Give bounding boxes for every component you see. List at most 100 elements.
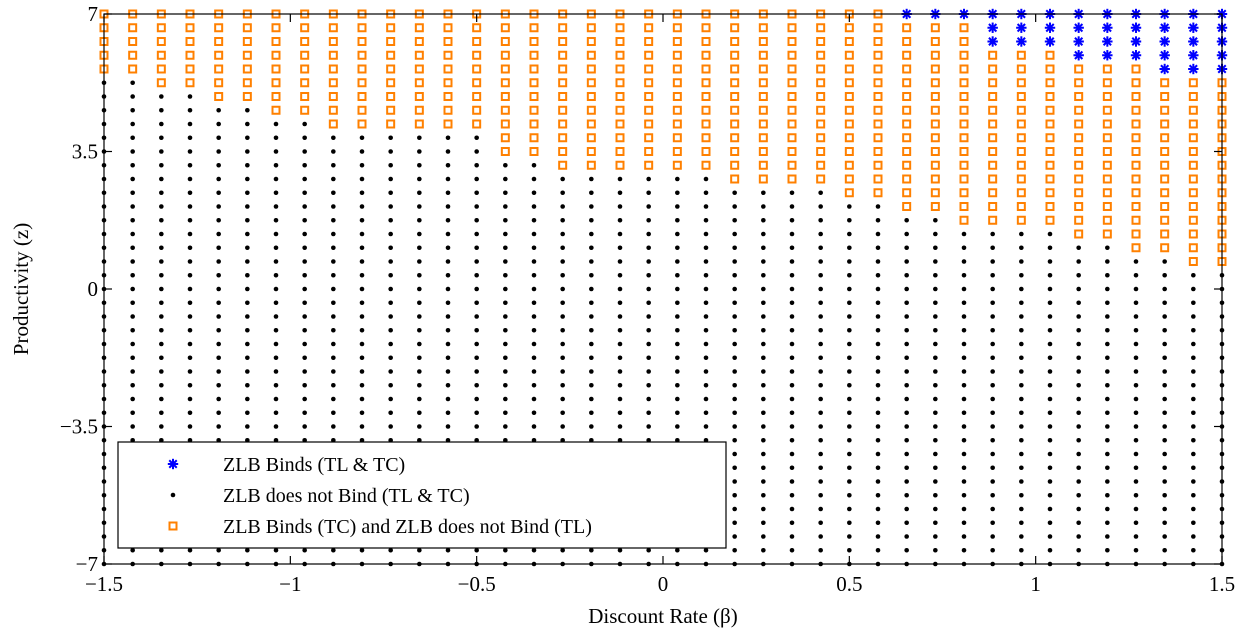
point-zlb-not-bind [159,217,164,223]
point-zlb-not-bind [1105,547,1110,553]
point-zlb-not-bind [216,410,221,416]
point-zlb-binds-tc [930,119,940,129]
point-zlb-not-bind [761,355,766,361]
point-zlb-not-bind [216,424,221,429]
point-zlb-binds-tc [902,105,912,115]
point-zlb-binds [1188,22,1199,33]
point-zlb-not-bind [359,176,365,182]
point-zlb-not-bind [187,217,193,223]
point-zlb-not-bind [388,217,393,223]
point-zlb-not-bind [789,272,795,278]
point-zlb-binds-tc [844,37,854,46]
point-zlb-binds-tc [128,23,138,33]
point-zlb-not-bind [187,547,193,553]
point-zlb-binds-tc [902,50,912,60]
point-zlb-not-bind [961,506,967,512]
point-zlb-not-bind [130,341,135,347]
point-zlb-not-bind [1162,382,1167,388]
point-zlb-not-bind [617,176,623,182]
point-zlb-not-bind [388,341,393,347]
point-zlb-binds-tc [615,78,625,88]
point-zlb-not-bind [474,327,479,333]
point-zlb-not-bind [1162,286,1167,292]
point-zlb-binds-tc [615,133,625,143]
point-zlb-binds-tc [988,147,998,156]
point-zlb-not-bind [1133,300,1139,306]
point-zlb-not-bind [273,204,279,209]
point-zlb-not-bind [961,259,967,264]
point-zlb-not-bind [1162,547,1167,553]
point-zlb-binds-tc [242,37,252,46]
point-zlb-binds-tc [214,23,224,33]
point-zlb-not-bind [1047,272,1053,278]
point-zlb-binds-tc [988,174,998,184]
point-zlb-binds-tc [242,50,252,60]
point-zlb-not-bind [187,327,193,333]
point-zlb-not-bind [703,245,709,251]
point-zlb-not-bind [703,382,709,388]
point-zlb-not-bind [159,272,164,278]
point-zlb-not-bind [187,410,193,416]
point-zlb-not-bind [875,300,881,306]
point-zlb-not-bind [359,245,365,251]
point-zlb-binds-tc [988,78,998,88]
point-zlb-not-bind [1162,300,1167,306]
point-zlb-not-bind [933,369,938,374]
point-zlb-binds-tc [873,23,883,33]
point-zlb-not-bind [646,369,651,374]
point-zlb-not-bind [1105,272,1110,278]
point-zlb-not-bind [187,314,193,319]
point-zlb-binds-tc [128,37,138,46]
point-zlb-not-bind [875,382,881,388]
point-zlb-binds-tc [758,78,768,88]
point-zlb-not-bind [1019,300,1024,306]
point-zlb-binds-tc [816,160,826,170]
point-zlb-not-bind [216,547,221,553]
point-zlb-not-bind [245,314,250,319]
point-zlb-not-bind [560,217,565,223]
point-zlb-not-bind [875,369,881,374]
point-zlb-binds-tc [529,147,539,156]
point-zlb-not-bind [1133,396,1139,402]
point-zlb-not-bind [216,231,221,237]
point-zlb-not-bind [789,410,795,416]
point-zlb-not-bind [1191,314,1196,319]
point-zlb-not-bind [1047,355,1053,361]
point-zlb-not-bind [1105,396,1110,402]
point-zlb-binds-tc [816,50,826,60]
point-zlb-not-bind [904,465,909,471]
point-zlb-not-bind [732,327,737,333]
point-zlb-not-bind [933,534,938,539]
point-zlb-not-bind [1076,465,1081,471]
point-zlb-not-bind [474,286,479,292]
point-zlb-not-bind [617,217,623,223]
point-zlb-not-bind [503,396,508,402]
point-zlb-not-bind [1162,341,1167,347]
point-zlb-not-bind [961,437,967,443]
point-zlb-not-bind [732,259,737,264]
point-zlb-not-bind [818,190,823,196]
x-tick-label: −0.5 [458,572,496,596]
point-zlb-not-bind [474,176,479,182]
point-zlb-not-bind [1047,231,1053,237]
point-zlb-not-bind [273,396,279,402]
point-zlb-not-bind [159,245,164,251]
point-zlb-binds-tc [1131,119,1141,129]
point-zlb-binds-tc [615,37,625,46]
point-zlb-not-bind [445,162,451,168]
point-zlb-not-bind [646,190,651,196]
point-zlb-binds-tc [672,64,682,74]
point-zlb-not-bind [560,259,565,264]
point-zlb-not-bind [1076,259,1081,264]
point-zlb-not-bind [417,547,422,553]
point-zlb-binds-tc [816,37,826,46]
point-zlb-not-bind [732,369,737,374]
point-zlb-not-bind [732,547,737,553]
point-zlb-not-bind [531,204,537,209]
point-zlb-not-bind [847,369,852,374]
point-zlb-binds-tc [328,119,338,129]
x-tick-label: −1 [279,572,301,596]
point-zlb-binds-tc [1131,243,1141,253]
point-zlb-not-bind [675,424,680,429]
point-zlb-not-bind [560,547,565,553]
